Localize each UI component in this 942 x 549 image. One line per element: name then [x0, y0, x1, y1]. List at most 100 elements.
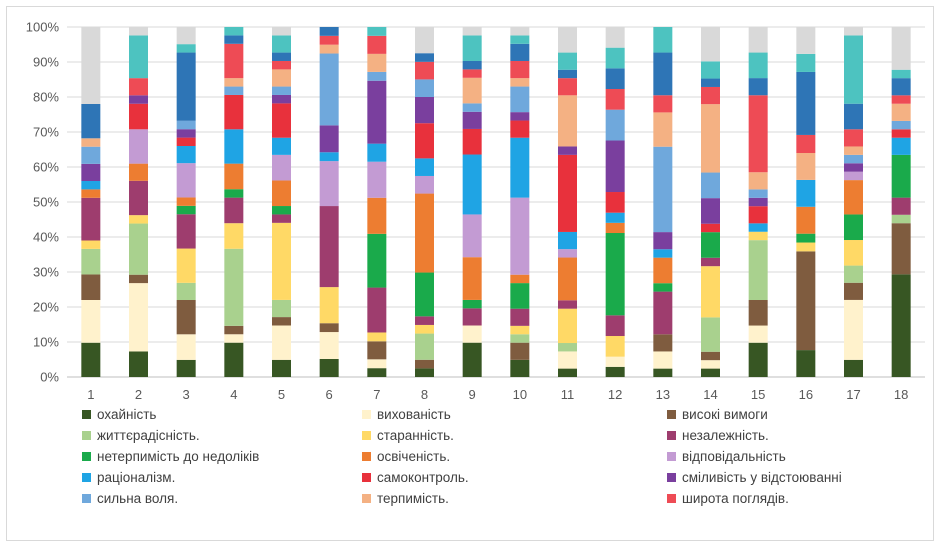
bar-segment: [653, 257, 673, 284]
bar-segment: [605, 336, 625, 357]
x-tick-label: 13: [656, 387, 670, 402]
x-tick-label: 6: [326, 387, 333, 402]
y-tick-label: 30%: [33, 265, 59, 280]
x-tick-label: 11: [561, 387, 575, 402]
x-tick-label: 15: [751, 387, 765, 402]
bar-segment: [81, 104, 101, 139]
bar-segment: [462, 69, 482, 78]
bar-segment: [462, 35, 482, 61]
legend-swatch: [362, 410, 371, 419]
bar-segment: [510, 197, 530, 275]
bar-stack: [272, 27, 291, 377]
bar-segment: [81, 197, 101, 241]
bar-stack: [81, 27, 101, 377]
bar-segment: [748, 240, 768, 300]
bar-segment: [844, 214, 863, 241]
legend-item: охайність: [82, 407, 156, 422]
bar-segment: [176, 120, 196, 130]
bar-stack: [701, 27, 720, 377]
bar-segment: [176, 282, 196, 300]
bar-segment: [415, 61, 434, 80]
bar-segment: [844, 35, 863, 104]
x-tick-label: 7: [373, 387, 380, 402]
bar-segment: [224, 78, 244, 87]
legend-label: раціоналізм.: [97, 470, 175, 485]
bar-segment: [81, 274, 101, 300]
legend-label: сильна воля.: [97, 491, 178, 506]
legend-swatch: [82, 410, 91, 419]
bar-segment: [748, 78, 768, 96]
bar-segment: [891, 78, 911, 96]
bar-segment: [748, 172, 768, 190]
legend-swatch: [362, 494, 371, 503]
x-tick-label: 3: [183, 387, 190, 402]
bar-segment: [129, 180, 148, 216]
bar-segment: [224, 248, 244, 326]
bar-segment: [748, 197, 768, 207]
bar-stack: [176, 27, 196, 377]
bar-segment: [510, 342, 530, 360]
bar-segment: [558, 257, 577, 301]
bar-segment: [272, 52, 291, 61]
bar-segment: [558, 343, 577, 352]
bar-segment: [81, 138, 101, 147]
bar-segment: [891, 197, 911, 215]
bar-segment: [415, 27, 434, 54]
bar-segment: [176, 248, 196, 283]
x-tick-label: 1: [87, 387, 94, 402]
bar-segment: [176, 197, 196, 206]
bar-segment: [462, 342, 482, 377]
bar-segment: [319, 53, 339, 126]
bar-segment: [462, 214, 482, 258]
bars: [81, 27, 911, 377]
bar-segment: [272, 299, 291, 318]
bar-segment: [272, 325, 291, 360]
bar-segment: [510, 137, 530, 198]
bar-segment: [272, 214, 291, 223]
bar-segment: [129, 215, 148, 224]
legend-item: вихованість: [362, 407, 451, 422]
bar-segment: [558, 368, 577, 377]
bar-stack: [844, 27, 863, 377]
bar-segment: [319, 27, 339, 36]
bar-segment: [653, 334, 673, 352]
legend-swatch: [667, 431, 676, 440]
bar-stack: [415, 27, 434, 377]
y-tick-label: 70%: [33, 125, 59, 140]
bar-segment: [81, 146, 101, 164]
bar-segment: [462, 299, 482, 309]
bar-segment: [796, 153, 816, 180]
bar-segment: [367, 287, 387, 333]
bar-segment: [891, 214, 911, 224]
bar-segment: [129, 283, 148, 352]
bar-segment: [891, 69, 911, 79]
bar-segment: [176, 27, 196, 45]
bar-segment: [367, 53, 387, 72]
bar-segment: [844, 240, 863, 266]
bar-segment: [748, 223, 768, 232]
bar-segment: [653, 351, 673, 369]
bar-segment: [462, 128, 482, 155]
bar-segment: [224, 35, 244, 44]
bar-segment: [510, 86, 530, 113]
legend-label: відповідальність: [682, 449, 786, 464]
bar-segment: [176, 359, 196, 377]
bar-segment: [701, 104, 720, 173]
bar-segment: [272, 60, 291, 70]
bar-segment: [558, 95, 577, 147]
bar-segment: [272, 69, 291, 87]
bar-segment: [844, 146, 863, 155]
x-tick-label: 8: [421, 387, 428, 402]
bar-segment: [319, 35, 339, 45]
x-tick-label: 17: [846, 387, 860, 402]
bar-segment: [796, 242, 816, 252]
legend-item: сміливість у відстоюванні: [667, 470, 842, 485]
legend-label: освіченість.: [377, 449, 450, 464]
legend-item: освіченість.: [362, 449, 450, 464]
legend-item: самоконтроль.: [362, 470, 469, 485]
bar-segment: [605, 315, 625, 337]
bar-segment: [224, 325, 244, 335]
bar-segment: [748, 206, 768, 224]
legend-swatch: [667, 494, 676, 503]
